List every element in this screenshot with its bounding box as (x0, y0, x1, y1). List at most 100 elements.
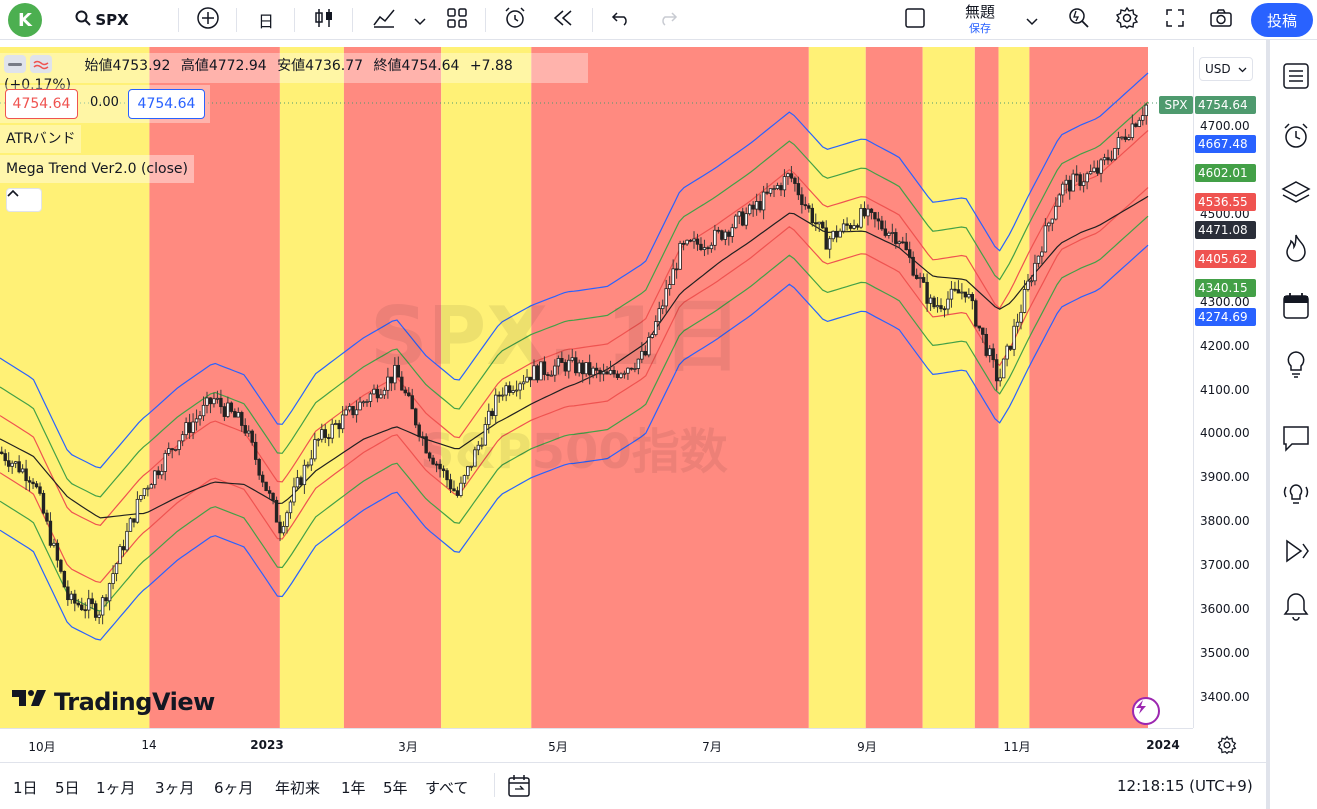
range-button[interactable]: 年初来 (275, 779, 321, 797)
alerts-panel-button[interactable] (1280, 120, 1312, 152)
candle-down (953, 288, 957, 291)
chats-button[interactable] (1280, 422, 1312, 454)
candle-down (274, 499, 279, 523)
right-sidebar (1266, 40, 1317, 809)
compare-plus-button[interactable] (192, 4, 224, 36)
layout-button[interactable] (441, 4, 473, 36)
candle-up (890, 232, 895, 234)
hotlists-button[interactable] (1280, 232, 1312, 264)
notifications-button[interactable] (1280, 590, 1312, 622)
range-button[interactable]: 1ヶ月 (96, 779, 136, 797)
redo-button[interactable] (652, 4, 684, 36)
candle-down (706, 247, 710, 250)
candle-up (1033, 262, 1037, 282)
candle-down (800, 194, 804, 206)
layout-title[interactable]: 無題 保存 (950, 2, 1010, 38)
calendar-button[interactable] (1280, 290, 1312, 322)
interval-button[interactable]: 日 (257, 12, 274, 31)
candle-down (681, 242, 686, 245)
flash-button[interactable] (1132, 697, 1160, 725)
watchlist-button[interactable] (1280, 60, 1312, 92)
candle-down (911, 256, 915, 276)
buy-button[interactable]: 4754.64 (128, 89, 205, 119)
trend-zone-down (343, 47, 442, 728)
candle-down (908, 249, 912, 258)
price-tick: 3500.00 (1200, 646, 1250, 661)
range-button[interactable]: 1年 (341, 779, 366, 797)
plus-circle-icon (196, 6, 220, 34)
candle-up (247, 430, 251, 434)
indicator-mega-trend[interactable]: Mega Trend Ver2.0 (close) (0, 155, 194, 183)
settings-button[interactable] (1111, 4, 1143, 36)
candle-down (400, 376, 404, 391)
square-icon (904, 7, 926, 33)
alert-button[interactable] (499, 4, 531, 36)
symbol-search-button[interactable]: SPX (72, 4, 132, 36)
lightbulb-icon (1280, 351, 1312, 384)
axis-settings-button[interactable] (1214, 734, 1240, 760)
range-button[interactable]: すべて (425, 779, 469, 797)
candle-down (824, 227, 828, 250)
post-button[interactable]: 投稿 (1251, 3, 1313, 37)
indicators-dropdown[interactable] (408, 4, 432, 36)
candle-down (741, 211, 745, 226)
candle-down (351, 406, 355, 416)
quick-search-button[interactable] (1063, 4, 1095, 36)
layout-toggle-button[interactable] (899, 4, 931, 36)
candle-up (1015, 321, 1020, 327)
snapshot-button[interactable] (1205, 4, 1237, 36)
replay-panel-button[interactable] (1280, 535, 1312, 567)
candle-down (612, 369, 616, 375)
ideas-button[interactable] (1280, 348, 1312, 380)
candle-up (838, 230, 842, 238)
candle-up (657, 308, 661, 323)
clock-timezone[interactable]: 12:18:15 (UTC+9) (1117, 777, 1253, 795)
candle-down (880, 220, 884, 230)
candle-type-button[interactable] (308, 4, 340, 36)
gear-icon (1217, 735, 1237, 759)
price-scale[interactable]: USD 4700.004600.004500.004400.004300.004… (1159, 47, 1257, 728)
candle-up (1005, 345, 1009, 360)
collapse-legend-button[interactable] (6, 188, 42, 212)
fullscreen-button[interactable] (1159, 4, 1191, 36)
replay-button[interactable] (547, 4, 579, 36)
indicator-atr-band[interactable]: ATRバンド (0, 125, 82, 153)
range-button[interactable]: 1日 (13, 779, 38, 797)
legend-toggle[interactable] (4, 55, 60, 77)
candle-up (306, 464, 310, 467)
chart-canvas[interactable] (0, 47, 1193, 728)
candle-up (160, 470, 164, 476)
candle-down (389, 376, 394, 384)
price-tick: 3600.00 (1200, 602, 1250, 617)
indicator-atr-label: ATRバンド (6, 131, 76, 147)
candle-up (334, 423, 338, 425)
range-button[interactable]: 3ヶ月 (155, 779, 195, 797)
tradingview-logo[interactable]: TradingView (10, 687, 215, 717)
streams-button[interactable] (1280, 478, 1312, 510)
sell-button[interactable]: 4754.64 (5, 89, 78, 119)
candle-up (167, 448, 171, 454)
range-button[interactable]: 6ヶ月 (214, 779, 254, 797)
undo-button[interactable] (605, 4, 637, 36)
indicators-button[interactable] (368, 4, 400, 36)
trend-zone-up (922, 47, 975, 728)
candle-up (692, 238, 696, 242)
candle-up (459, 482, 463, 496)
candle-down (0, 451, 4, 454)
currency-select[interactable]: USD (1199, 57, 1253, 81)
chart-pane[interactable]: SPX, 1日 S&P500指数 始値4753.92 高値4772.94 安値4… (0, 47, 1193, 728)
chevron-down-icon (414, 11, 426, 30)
range-button[interactable]: 5年 (383, 779, 408, 797)
layout-dropdown[interactable] (1020, 4, 1044, 36)
user-avatar[interactable]: K (8, 3, 42, 37)
object-tree-button[interactable] (1280, 177, 1312, 209)
goto-date-button[interactable] (506, 773, 532, 799)
range-button[interactable]: 5日 (55, 779, 80, 797)
candle-down (605, 371, 609, 375)
candle-down (427, 452, 432, 459)
candle-up (747, 204, 752, 215)
candle-up (1036, 255, 1041, 264)
divider (494, 773, 495, 797)
time-axis[interactable]: 10月 14 2023 3月 5月 7月 9月 11月 2024 (0, 728, 1193, 762)
candle-down (121, 546, 126, 551)
